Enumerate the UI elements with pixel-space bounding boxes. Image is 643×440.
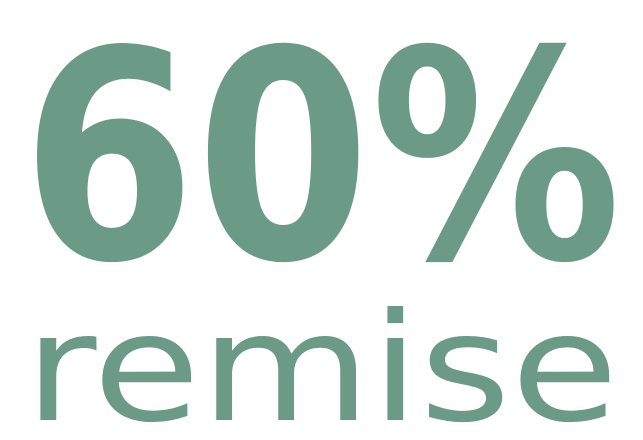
percent-text: 60%	[22, 0, 622, 327]
remise-label: remise	[25, 282, 619, 440]
